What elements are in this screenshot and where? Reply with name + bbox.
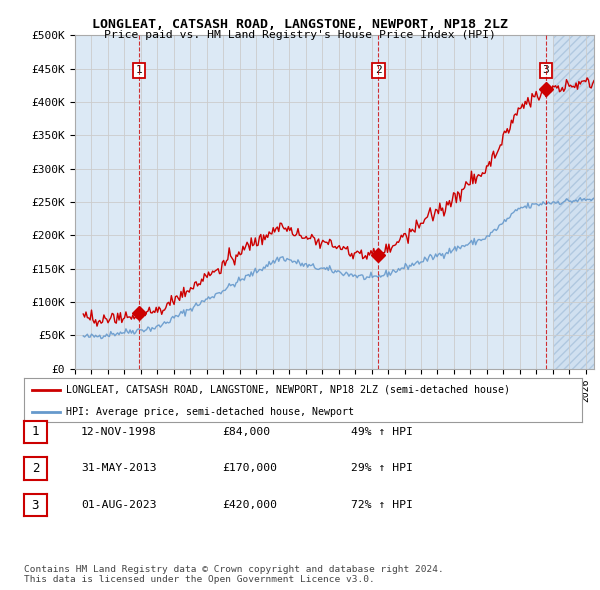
Text: 49% ↑ HPI: 49% ↑ HPI — [351, 427, 413, 437]
Text: 31-MAY-2013: 31-MAY-2013 — [81, 464, 157, 473]
Text: 1: 1 — [136, 65, 142, 76]
Text: £420,000: £420,000 — [222, 500, 277, 510]
Bar — [553, 35, 594, 369]
Text: 3: 3 — [542, 65, 549, 76]
Text: LONGLEAT, CATSASH ROAD, LANGSTONE, NEWPORT, NP18 2LZ (semi-detached house): LONGLEAT, CATSASH ROAD, LANGSTONE, NEWPO… — [66, 385, 510, 395]
Text: 72% ↑ HPI: 72% ↑ HPI — [351, 500, 413, 510]
Text: 29% ↑ HPI: 29% ↑ HPI — [351, 464, 413, 473]
Text: 01-AUG-2023: 01-AUG-2023 — [81, 500, 157, 510]
Text: 12-NOV-1998: 12-NOV-1998 — [81, 427, 157, 437]
Text: HPI: Average price, semi-detached house, Newport: HPI: Average price, semi-detached house,… — [66, 407, 354, 417]
Text: Contains HM Land Registry data © Crown copyright and database right 2024.
This d: Contains HM Land Registry data © Crown c… — [24, 565, 444, 584]
Text: LONGLEAT, CATSASH ROAD, LANGSTONE, NEWPORT, NP18 2LZ: LONGLEAT, CATSASH ROAD, LANGSTONE, NEWPO… — [92, 18, 508, 31]
Text: Price paid vs. HM Land Registry's House Price Index (HPI): Price paid vs. HM Land Registry's House … — [104, 30, 496, 40]
Text: 2: 2 — [375, 65, 382, 76]
Text: 1: 1 — [32, 425, 39, 438]
Text: 3: 3 — [32, 499, 39, 512]
Text: £84,000: £84,000 — [222, 427, 270, 437]
Text: £170,000: £170,000 — [222, 464, 277, 473]
Text: 2: 2 — [32, 462, 39, 475]
Bar — [553, 35, 594, 369]
